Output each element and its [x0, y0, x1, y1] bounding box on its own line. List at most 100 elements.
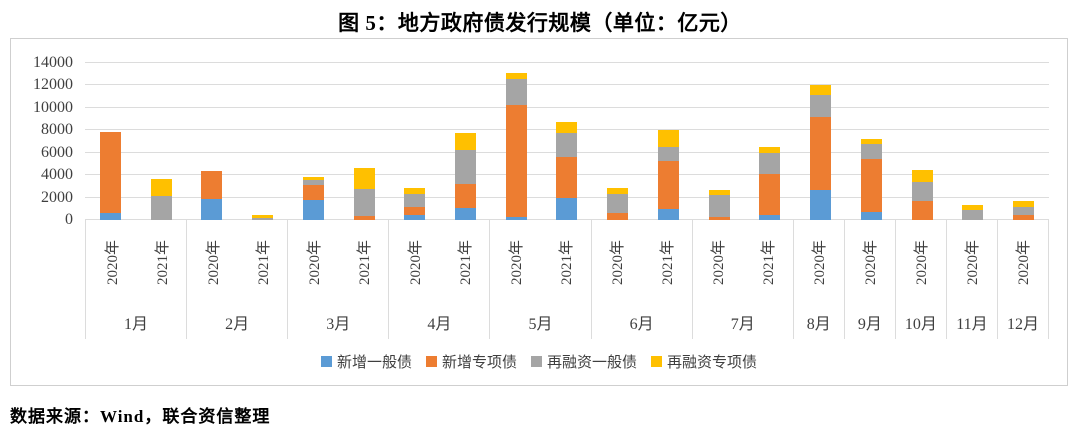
- year-label-slot: 2020年: [592, 220, 642, 304]
- bar-segment: [556, 197, 578, 220]
- stacked-bar: [99, 63, 121, 220]
- bar-segment: [1013, 214, 1035, 220]
- year-label: 2020年: [965, 239, 982, 285]
- bar-segment: [404, 187, 426, 195]
- stacked-bar: [911, 63, 933, 220]
- year-label-slot: 2020年: [389, 220, 439, 304]
- bar-segment: [962, 209, 984, 220]
- stacked-bar: [556, 63, 578, 220]
- bar-segment: [353, 215, 375, 220]
- year-label: 2020年: [1016, 239, 1033, 285]
- legend-swatch-icon: [651, 356, 663, 367]
- legend-item: 新增一般债: [320, 351, 412, 372]
- bar-segment: [505, 104, 527, 218]
- year-label-row: 2020年 2021年: [389, 220, 489, 304]
- bar-segment: [708, 195, 730, 217]
- month-label: 4月: [427, 315, 452, 333]
- gridline: [85, 84, 1049, 86]
- stacked-bar: [657, 63, 679, 220]
- month-group: 2020年 2021年 3月: [288, 220, 390, 339]
- bar-segment: [302, 185, 324, 200]
- bar-segment: [962, 205, 984, 210]
- bar-segment: [353, 188, 375, 216]
- bar-group: [592, 63, 693, 220]
- bar-segment: [860, 143, 882, 160]
- bar-slot: [592, 63, 643, 220]
- bar-segment: [657, 147, 679, 161]
- bar-segment: [99, 131, 121, 213]
- legend-label: 再融资一般债: [547, 355, 638, 371]
- bar-slot: [440, 63, 491, 220]
- year-label-row: 2020年: [947, 220, 997, 304]
- bar-segment: [759, 153, 781, 175]
- bar-segment: [911, 200, 933, 220]
- bar-segment: [607, 187, 629, 194]
- month-group: 2020年 12月: [998, 220, 1049, 339]
- y-tick-label: 10000: [33, 98, 73, 116]
- month-group: 2020年 8月: [794, 220, 845, 339]
- year-label-row: 2020年 2021年: [187, 220, 287, 304]
- year-label: 2020年: [407, 239, 424, 285]
- year-label-slot: 2020年: [86, 220, 136, 304]
- month-group: 2020年 11月: [947, 220, 998, 339]
- year-label-row: 2020年 2021年: [490, 220, 590, 304]
- month-group: 2020年 2021年 5月: [490, 220, 592, 339]
- month-label: 3月: [326, 315, 351, 333]
- legend: 新增一般债 新增专项债 再融资一般债 再融资专项债: [11, 351, 1067, 372]
- legend-item: 新增专项债: [425, 351, 517, 372]
- month-label: 5月: [528, 315, 553, 333]
- gridline: [85, 62, 1049, 63]
- bar-segment: [810, 190, 832, 220]
- stacked-bar: [962, 63, 984, 220]
- bar-segment: [150, 179, 172, 197]
- bars-layer: [85, 63, 1049, 220]
- bar-slot: [897, 63, 948, 220]
- year-label-row: 2020年: [998, 220, 1048, 304]
- legend-label: 新增一般债: [336, 355, 412, 371]
- stacked-bar: [353, 63, 375, 220]
- year-label-slot: 2021年: [439, 220, 489, 304]
- bar-segment: [201, 198, 223, 220]
- month-group: 2020年 2021年 4月: [389, 220, 491, 339]
- y-tick-label: 12000: [33, 76, 73, 94]
- stacked-bar: [302, 63, 324, 220]
- year-label: 2020年: [205, 239, 222, 285]
- month-label: 2月: [225, 315, 250, 333]
- bar-segment: [404, 214, 426, 220]
- stacked-bar: [1013, 63, 1035, 220]
- year-label: 2020年: [812, 239, 829, 285]
- bar-group: [846, 63, 897, 220]
- bar-slot: [795, 63, 846, 220]
- legend-swatch-icon: [531, 356, 542, 367]
- legend-swatch-icon: [320, 356, 332, 367]
- year-label-slot: 2021年: [237, 220, 287, 304]
- year-label-slot: 2021年: [642, 220, 692, 304]
- bar-segment: [860, 212, 882, 220]
- bar-segment: [759, 146, 781, 154]
- bar-group: [491, 63, 592, 220]
- year-label: 2021年: [154, 239, 171, 285]
- year-label-slot: 2021年: [743, 220, 793, 304]
- chart-frame: 0 2000 4000 6000 8000 10000 12000 14000 2020年 20…: [10, 38, 1068, 386]
- bar-segment: [556, 133, 578, 158]
- bar-segment: [1013, 207, 1035, 215]
- legend-swatch-icon: [425, 356, 437, 367]
- stacked-bar: [252, 63, 274, 220]
- bar-segment: [860, 139, 882, 144]
- month-group: 2020年 9月: [845, 220, 896, 339]
- y-tick-label: 8000: [41, 121, 73, 139]
- year-label-row: 2020年 2021年: [86, 220, 186, 304]
- bar-segment: [455, 207, 476, 220]
- bar-slot: [846, 63, 897, 220]
- bar-segment: [810, 85, 832, 95]
- month-label: 8月: [806, 315, 831, 333]
- bar-group: [85, 63, 186, 220]
- bar-slot: [288, 63, 339, 220]
- bar-slot: [745, 63, 796, 220]
- year-label-row: 2020年 2021年: [592, 220, 692, 304]
- month-group: 2020年 10月: [896, 220, 947, 339]
- year-label-slot: 2020年: [288, 220, 338, 304]
- year-label: 2021年: [559, 239, 576, 285]
- year-label-slot: 2020年: [187, 220, 237, 304]
- bar-segment: [657, 160, 679, 209]
